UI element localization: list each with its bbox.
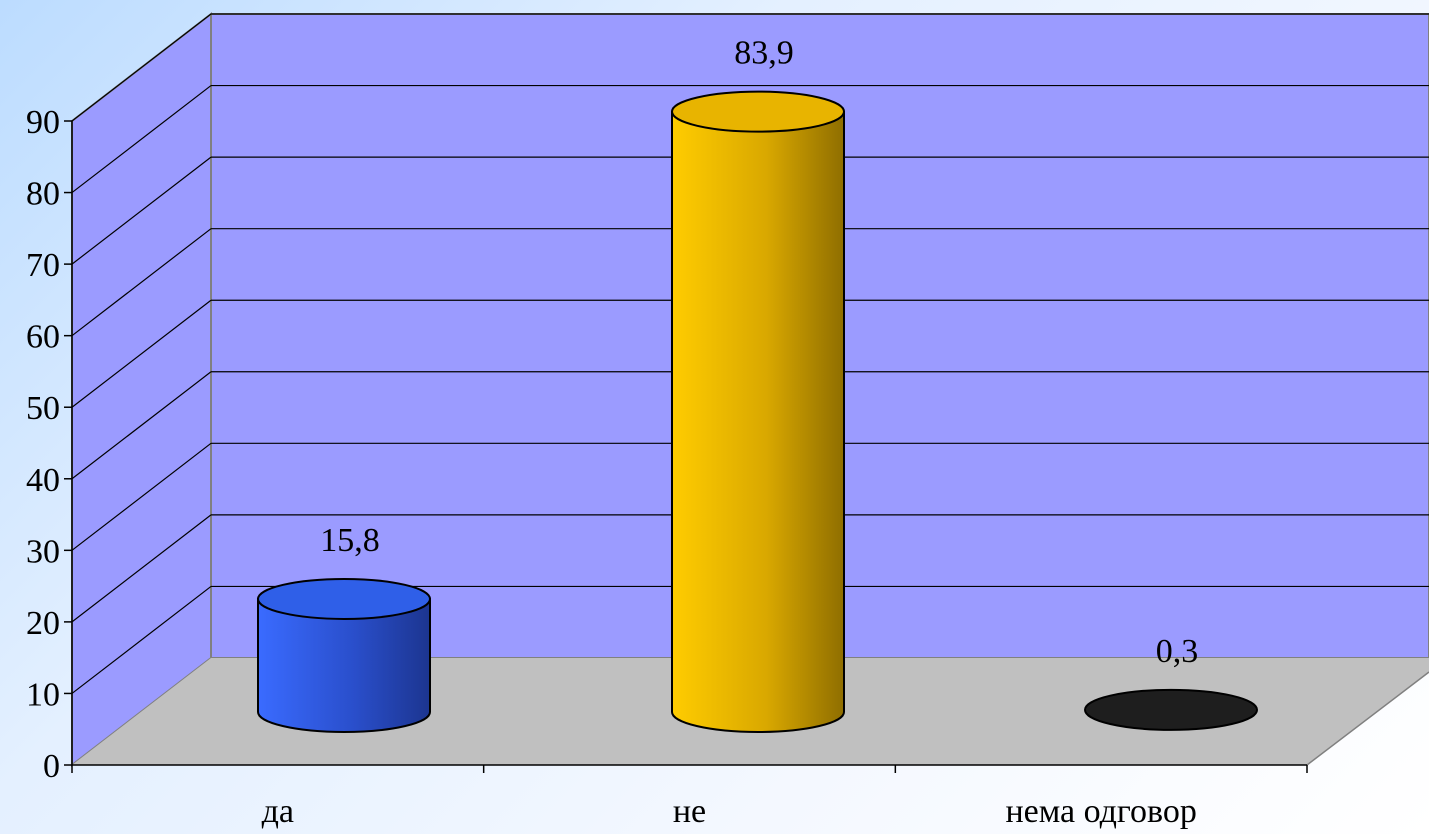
bar-body [257,597,431,733]
y-tick-label: 40 [26,462,60,499]
gridline-side [71,85,212,194]
y-tick-label: 0 [43,748,60,785]
y-tick-label: 80 [26,176,60,213]
y-tick-label: 20 [26,605,60,642]
bar [671,90,845,733]
y-tick-label: 10 [26,676,60,713]
gridline-side [71,156,212,265]
floor-right-edge [1306,671,1429,766]
bars [257,90,1258,733]
gridline-side [71,371,212,480]
gridline-side [71,13,212,122]
x-category-label: нема одговор [1005,793,1196,830]
gridline-side [71,299,212,408]
x-category-label: не [673,793,706,830]
labels: 0 10 20 30 40 50 60 70 80 90 15,8 да 83,9 не 0,3 нема о… [26,35,1198,830]
bar-top [1084,688,1258,731]
data-label: 83,9 [734,35,794,72]
gridline-side [71,514,212,623]
y-tick-label: 50 [26,390,60,427]
bar-top [257,577,431,620]
axes [64,120,1308,773]
x-category-label: да [262,793,294,830]
y-tick-label: 30 [26,533,60,570]
y-tick-label: 70 [26,247,60,284]
bar [257,577,431,733]
data-label: 15,8 [320,522,380,559]
y-tick-label: 60 [26,319,60,356]
y-tick-label: 90 [26,104,60,141]
bar [1084,688,1258,731]
gridline-side [71,585,212,694]
side-wall [71,11,212,768]
gridline-side [71,228,212,337]
data-label: 0,3 [1156,633,1199,670]
bar-body [671,110,845,733]
gridline-side [71,442,212,551]
bar-top [671,90,845,133]
